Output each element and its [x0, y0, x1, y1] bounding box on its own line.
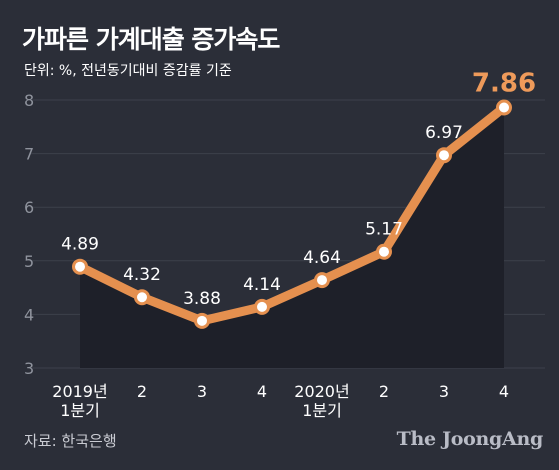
x-tick-label: 3: [197, 382, 207, 401]
data-point: [496, 99, 512, 116]
data-label: 4.89: [61, 235, 99, 255]
data-point: [436, 147, 452, 164]
data-labels: 4.89 4.32 3.88 4.14 4.64 5.17 6.97 7.86: [61, 69, 536, 309]
y-tick-label: 8: [24, 91, 34, 110]
data-point: [72, 258, 88, 275]
area-fill: [80, 107, 504, 368]
brand-logo: The JoongAng: [396, 428, 544, 450]
data-label: 3.88: [183, 289, 221, 309]
data-point: [314, 272, 330, 289]
data-point: [376, 243, 392, 260]
x-tick-label: 4: [499, 382, 509, 401]
chart-subtitle: 단위: %, 전년동기대비 증감률 기준: [24, 63, 232, 79]
y-tick-label: 4: [24, 305, 34, 324]
x-tick-label: 2: [379, 382, 389, 401]
data-point: [194, 312, 210, 329]
data-label: 6.97: [425, 123, 463, 143]
x-tick-label: 2019년 1분기: [52, 382, 107, 420]
data-label: 7.86: [472, 69, 536, 99]
data-label: 4.14: [243, 275, 281, 295]
data-label: 4.64: [303, 248, 341, 268]
y-tick-label: 3: [24, 359, 34, 378]
x-axis-ticks: 2019년 1분기 2 3 4 2020년 1분기 2 3 4: [52, 382, 509, 420]
y-tick-label: 7: [24, 145, 34, 164]
data-label: 5.17: [365, 220, 403, 240]
x-tick-label: 3: [439, 382, 449, 401]
data-point: [134, 289, 150, 306]
x-tick-label: 4: [257, 382, 267, 401]
data-label: 4.32: [123, 265, 161, 285]
y-tick-label: 6: [24, 198, 34, 217]
x-tick-label: 2020년 1분기: [294, 382, 349, 420]
x-tick-label: 2: [137, 382, 147, 401]
chart-title: 가파른 가계대출 증가속도: [22, 25, 280, 54]
data-points: [72, 99, 512, 329]
y-axis-ticks: 3 4 5 6 7 8: [24, 91, 34, 378]
series-line: [75, 103, 509, 326]
y-tick-label: 5: [24, 252, 34, 271]
data-point: [254, 298, 270, 315]
source-note: 자료: 한국은행: [24, 432, 117, 450]
